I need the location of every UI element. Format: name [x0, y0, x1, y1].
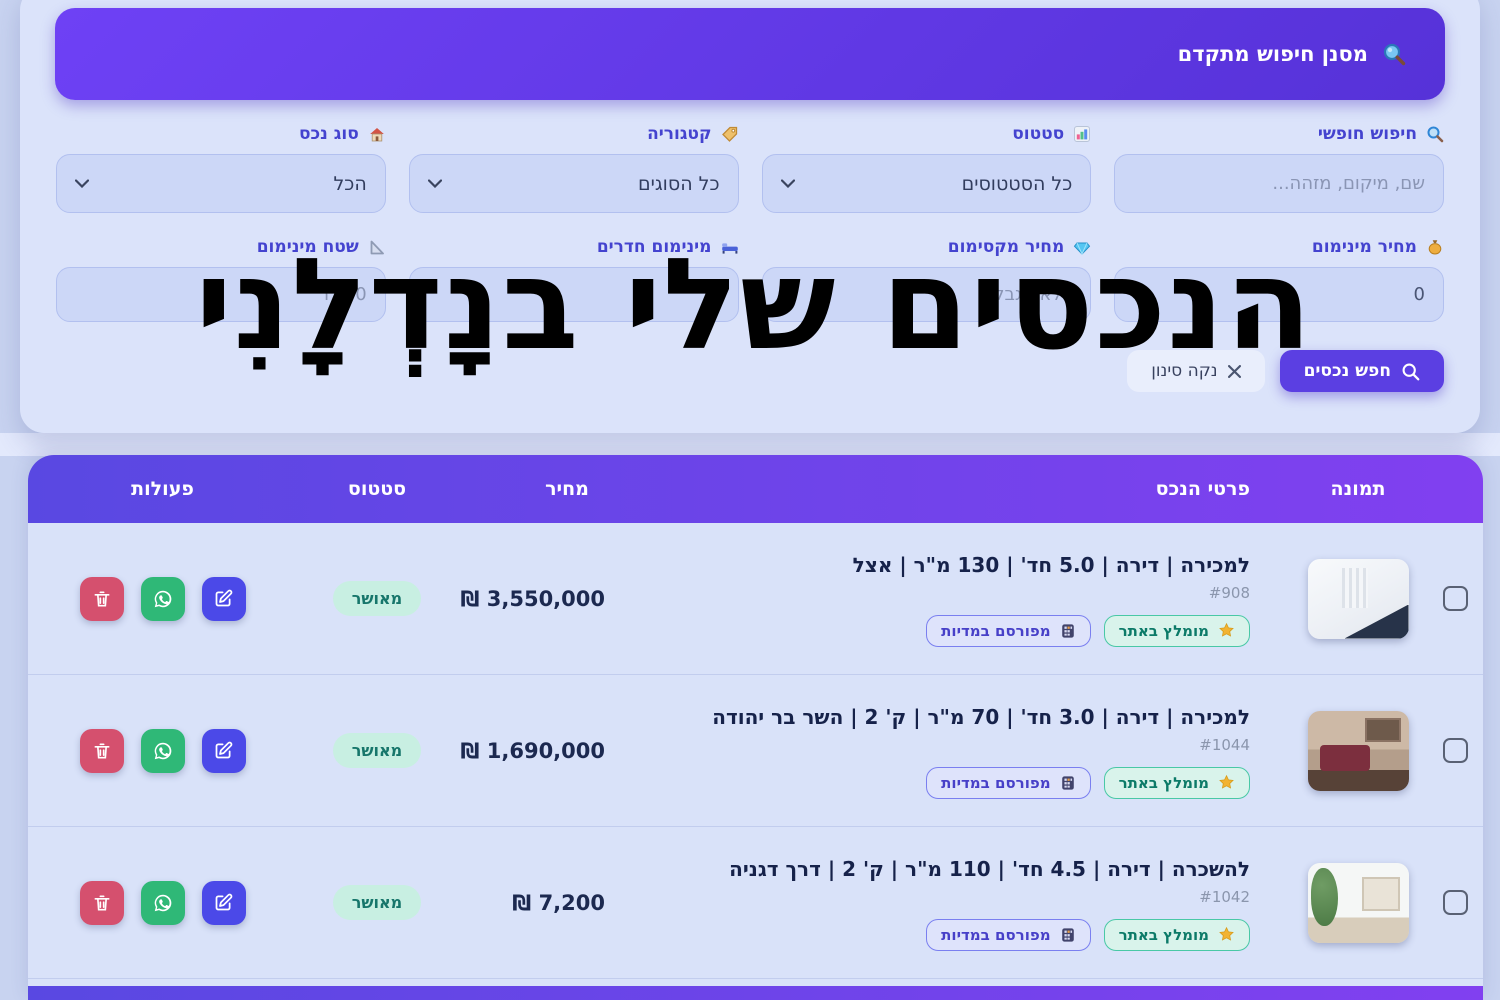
- published-media-badge: מפורסם במדיות: [926, 918, 1091, 951]
- row-checkbox[interactable]: [1443, 586, 1468, 611]
- search-icon: [1401, 362, 1420, 381]
- property-photo: [1307, 710, 1409, 791]
- properties-table: תמונה פרטי הנכס מחיר סטטוס פעולות למכירה…: [28, 455, 1483, 1000]
- clear-filter-label: נקה סינון: [1151, 361, 1218, 381]
- max-price-filter-label: מחיר מקסימום: [947, 237, 1065, 257]
- status-badge: מאושר: [332, 581, 422, 616]
- property-price: ₪ 7,200: [512, 890, 605, 915]
- close-icon: [1227, 364, 1241, 378]
- search-properties-button[interactable]: חפש נכסים: [1279, 350, 1444, 392]
- table-footer-bar: [28, 986, 1483, 1000]
- property-title: למכירה | דירה | 3.0 חד' | 70 מ"ר | ק' 2 …: [712, 704, 1250, 729]
- property-type-select-value: הכל: [333, 172, 367, 195]
- search-properties-label: חפש נכסים: [1303, 361, 1391, 381]
- category-select-value: כל הסוגים: [638, 172, 720, 195]
- filter-card-header: מסנן חיפוש מתקדם: [55, 8, 1445, 100]
- edit-button[interactable]: [201, 576, 246, 621]
- status-badge: מאושר: [332, 885, 422, 920]
- tag-icon: [721, 125, 739, 143]
- edit-button[interactable]: [201, 880, 246, 925]
- property-type-select[interactable]: הכל: [56, 154, 386, 213]
- property-price: ₪ 3,550,000: [460, 586, 605, 611]
- property-photo: [1307, 558, 1409, 639]
- whatsapp-button[interactable]: [140, 576, 185, 621]
- chevron-down-icon: [427, 179, 442, 188]
- header-status: סטטוס: [347, 478, 407, 500]
- min-price-input[interactable]: [1114, 267, 1444, 322]
- house-icon: [368, 125, 386, 143]
- money-bag-icon: [1426, 238, 1444, 256]
- star-icon: [1218, 926, 1235, 943]
- category-filter-label: קטגוריה: [647, 124, 712, 144]
- row-checkbox[interactable]: [1443, 890, 1468, 915]
- min-price-filter-label: מחיר מינימום: [1311, 237, 1417, 257]
- recommended-badge: מומלץ באתר: [1103, 614, 1250, 647]
- header-details: פרטי הנכס: [1155, 478, 1250, 500]
- property-id: #1044: [1199, 735, 1250, 754]
- clear-filter-button[interactable]: נקה סינון: [1127, 350, 1265, 392]
- status-select[interactable]: כל הסטטוסים: [761, 154, 1092, 213]
- free-search-label: חיפוש חופשי: [1317, 124, 1417, 144]
- media-grid-icon: [1060, 623, 1076, 639]
- chevron-down-icon: [75, 179, 89, 188]
- search-icon: [1426, 125, 1444, 143]
- property-id: #1042: [1199, 887, 1250, 906]
- header-image: תמונה: [1330, 478, 1386, 500]
- status-filter-label: סטטוס: [1012, 124, 1065, 144]
- table-row: למכירה | דירה | 3.0 חד' | 70 מ"ר | ק' 2 …: [28, 675, 1483, 827]
- status-badge: מאושר: [332, 733, 422, 768]
- delete-button[interactable]: [79, 576, 124, 621]
- property-photo: [1307, 862, 1409, 943]
- section-divider: [0, 433, 1500, 456]
- whatsapp-button[interactable]: [140, 728, 185, 773]
- gem-icon: [1073, 238, 1091, 256]
- property-id: #908: [1208, 583, 1250, 602]
- min-rooms-input[interactable]: [408, 267, 739, 322]
- triangle-ruler-icon: [368, 238, 386, 256]
- delete-button[interactable]: [79, 880, 124, 925]
- magnifier-icon: [1381, 41, 1407, 67]
- property-type-filter-label: סוג נכס: [298, 124, 359, 144]
- min-rooms-filter-label: מינימום חדרים: [596, 237, 712, 257]
- star-icon: [1218, 622, 1235, 639]
- whatsapp-button[interactable]: [140, 880, 185, 925]
- bar-chart-icon: [1073, 125, 1091, 143]
- delete-button[interactable]: [79, 728, 124, 773]
- table-header-row: תמונה פרטי הנכס מחיר סטטוס פעולות: [28, 455, 1483, 523]
- published-media-badge: מפורסם במדיות: [926, 614, 1091, 647]
- header-price: מחיר: [545, 478, 589, 500]
- header-actions: פעולות: [131, 478, 194, 500]
- row-checkbox[interactable]: [1443, 738, 1468, 763]
- min-area-filter-label: שטח מינימום: [256, 237, 359, 257]
- recommended-badge: מומלץ באתר: [1103, 918, 1250, 951]
- star-icon: [1218, 774, 1235, 791]
- chevron-down-icon: [780, 179, 795, 188]
- table-row: למכירה | דירה | 5.0 חד' | 130 מ"ר | אצל …: [28, 523, 1483, 675]
- media-grid-icon: [1060, 775, 1076, 791]
- table-row: להשכרה | דירה | 4.5 חד' | 110 מ"ר | ק' 2…: [28, 827, 1483, 979]
- property-title: להשכרה | דירה | 4.5 חד' | 110 מ"ר | ק' 2…: [729, 856, 1250, 881]
- free-search-input[interactable]: [1114, 154, 1444, 213]
- status-select-value: כל הסטטוסים: [961, 172, 1073, 195]
- property-title: למכירה | דירה | 5.0 חד' | 130 מ"ר | אצל: [852, 552, 1250, 577]
- media-grid-icon: [1060, 927, 1076, 943]
- published-media-badge: מפורסם במדיות: [926, 766, 1091, 799]
- filter-card-title: מסנן חיפוש מתקדם: [1177, 42, 1368, 66]
- recommended-badge: מומלץ באתר: [1103, 766, 1250, 799]
- min-area-input[interactable]: [56, 267, 386, 322]
- advanced-search-filter-card: מסנן חיפוש מתקדם חיפוש חופשי סטטוס כל הס…: [20, 0, 1480, 433]
- bed-icon: [721, 238, 739, 256]
- property-price: ₪ 1,690,000: [460, 738, 605, 763]
- edit-button[interactable]: [201, 728, 246, 773]
- category-select[interactable]: כל הסוגים: [408, 154, 739, 213]
- max-price-input[interactable]: [761, 267, 1092, 322]
